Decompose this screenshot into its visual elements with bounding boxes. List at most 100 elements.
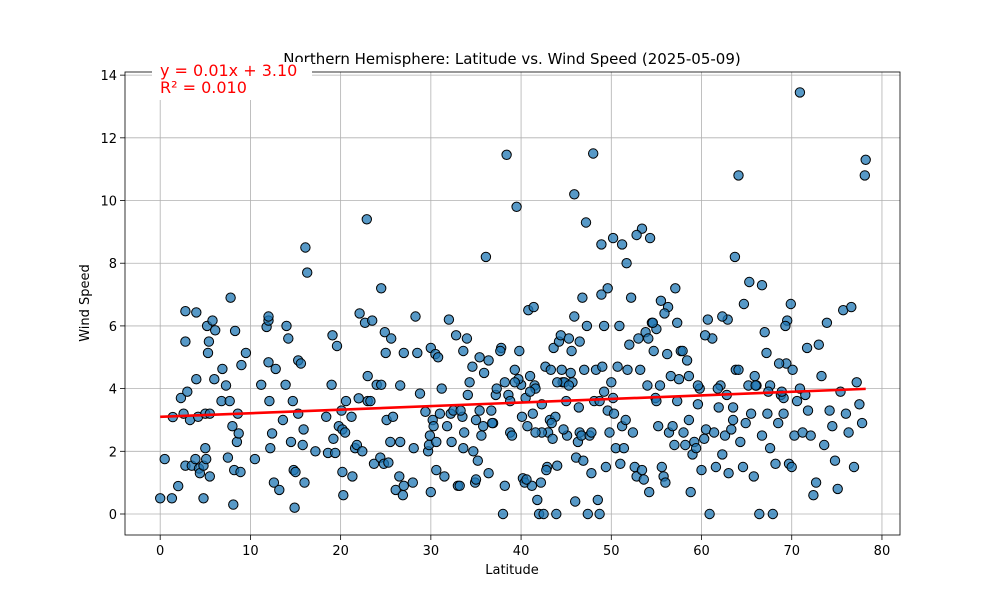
data-point <box>310 446 321 457</box>
data-point <box>397 490 409 501</box>
x-tick-label: 70 <box>783 544 800 559</box>
data-point <box>848 461 860 473</box>
data-point <box>794 87 806 98</box>
data-point <box>558 424 569 435</box>
data-point <box>410 311 421 322</box>
data-point <box>821 317 833 328</box>
data-point <box>509 377 520 388</box>
data-point <box>398 347 409 359</box>
data-point <box>474 352 485 363</box>
data-point <box>744 276 755 288</box>
data-point <box>801 342 813 354</box>
data-point <box>786 461 797 473</box>
data-point <box>597 361 608 372</box>
data-point <box>233 428 244 439</box>
data-point <box>854 399 865 410</box>
data-point <box>717 311 728 322</box>
data-point <box>586 427 597 438</box>
data-point <box>729 251 741 263</box>
data-point <box>321 411 332 422</box>
data-point <box>175 392 187 404</box>
data-point <box>745 408 757 419</box>
annotation-background <box>152 62 312 100</box>
data-point <box>586 468 597 479</box>
data-point <box>643 333 654 344</box>
data-point <box>483 468 494 479</box>
plot-frame <box>124 71 901 536</box>
data-point <box>748 471 759 482</box>
data-point <box>656 461 667 473</box>
data-point <box>229 325 241 337</box>
y-tick-label: 14 <box>100 69 117 84</box>
data-point <box>582 508 593 520</box>
data-point <box>607 232 619 244</box>
data-point <box>511 201 522 213</box>
data-point <box>570 496 581 507</box>
data-point <box>249 453 261 465</box>
data-point <box>474 405 485 416</box>
data-point <box>835 386 846 397</box>
data-point <box>596 239 607 250</box>
data-point <box>563 380 575 391</box>
data-point <box>699 433 710 444</box>
data-point <box>357 446 368 457</box>
data-point <box>470 414 482 426</box>
data-point <box>290 466 301 478</box>
data-point <box>200 443 211 454</box>
data-point <box>667 421 678 432</box>
data-point <box>394 471 405 482</box>
data-point <box>439 471 450 482</box>
data-point <box>383 457 394 468</box>
data-point <box>414 388 426 399</box>
data-point <box>202 347 214 359</box>
data-point <box>527 408 538 419</box>
x-tick-label: 80 <box>874 544 891 559</box>
data-point <box>289 502 300 513</box>
data-point <box>556 364 567 375</box>
data-point <box>386 333 397 344</box>
data-point <box>514 345 525 357</box>
data-point <box>552 377 563 388</box>
data-point <box>604 427 615 438</box>
data-point <box>458 345 469 357</box>
data-point <box>264 395 275 407</box>
data-point <box>486 405 497 416</box>
data-point <box>458 443 469 454</box>
data-point <box>390 484 401 496</box>
data-point <box>690 443 702 454</box>
data-point <box>425 486 436 498</box>
data-point <box>670 283 681 294</box>
data-point <box>236 359 247 371</box>
data-point <box>191 374 202 385</box>
data-point <box>285 436 297 448</box>
data-point <box>710 461 722 473</box>
data-point <box>659 308 670 319</box>
data-point <box>328 433 339 444</box>
data-point <box>464 377 475 388</box>
data-point <box>446 436 457 448</box>
data-point <box>538 508 549 520</box>
data-point <box>434 408 446 419</box>
data-point <box>431 464 442 476</box>
data-point <box>733 170 744 181</box>
data-point <box>478 367 490 379</box>
data-point <box>581 320 593 332</box>
data-point <box>501 149 512 161</box>
data-point <box>762 408 773 419</box>
data-point <box>235 466 246 478</box>
data-point <box>467 361 478 372</box>
data-point <box>588 148 599 159</box>
data-point <box>614 320 625 332</box>
data-point <box>420 406 431 417</box>
data-point <box>270 363 281 375</box>
data-point <box>578 455 589 466</box>
data-point <box>754 508 765 520</box>
data-point <box>692 399 704 410</box>
data-point <box>547 433 558 444</box>
data-point <box>616 239 628 250</box>
data-point <box>180 336 191 347</box>
data-point <box>266 428 278 439</box>
x-tick-label: 20 <box>332 544 349 559</box>
x-tick-label: 40 <box>513 544 530 559</box>
data-point <box>683 370 695 382</box>
